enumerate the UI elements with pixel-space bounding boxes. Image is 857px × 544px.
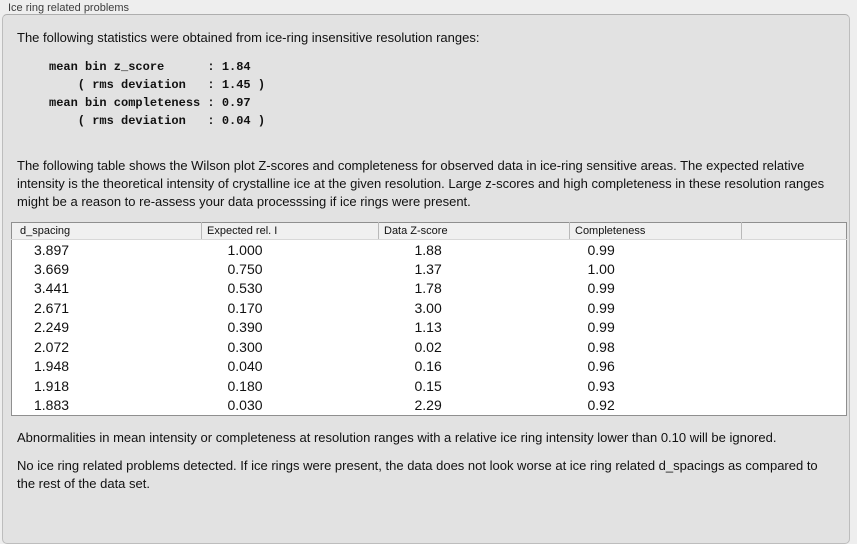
table-cell: 0.750 bbox=[227, 260, 263, 277]
table-cell: 0.530 bbox=[227, 280, 263, 297]
table-cell: 0.300 bbox=[227, 338, 263, 355]
table-cell: 0.99 bbox=[587, 319, 615, 336]
table-row: 1.948 0.040 0.16 0.96 bbox=[12, 357, 847, 377]
table-row: 3.441 0.530 1.78 0.99 bbox=[12, 279, 847, 299]
table-row: 3.897 1.000 1.88 0.99 bbox=[12, 240, 847, 260]
table-row: 2.249 0.390 1.13 0.99 bbox=[12, 318, 847, 338]
column-header-completeness[interactable]: Completeness bbox=[569, 222, 742, 240]
column-header-data-z-score[interactable]: Data Z-score bbox=[378, 222, 570, 240]
table-cell: 0.99 bbox=[587, 280, 615, 297]
table-row: 1.918 0.180 0.15 0.93 bbox=[12, 376, 847, 396]
table-cell: 0.15 bbox=[414, 377, 442, 394]
table-cell: 1.948 bbox=[34, 358, 70, 375]
table-cell: 0.93 bbox=[587, 377, 615, 394]
table-cell bbox=[742, 396, 847, 416]
table-cell: 0.02 bbox=[414, 338, 442, 355]
table-cell: 1.883 bbox=[34, 397, 70, 413]
table-description: The following table shows the Wilson plo… bbox=[17, 158, 825, 209]
ice-ring-table: d_spacing Expected rel. I Data Z-score Comp… bbox=[11, 222, 847, 416]
table-cell: 1.000 bbox=[227, 241, 263, 258]
table-cell: 0.040 bbox=[227, 358, 263, 375]
table-cell bbox=[742, 318, 847, 338]
table-row: 2.671 0.170 3.00 0.99 bbox=[12, 298, 847, 318]
ignore-note: Abnormalities in mean intensity or compl… bbox=[17, 429, 777, 445]
table-row: 1.883 0.030 2.29 0.92 bbox=[12, 396, 847, 416]
table-cell: 0.96 bbox=[587, 358, 615, 375]
table-cell: 0.170 bbox=[227, 299, 263, 316]
table-cell: 3.897 bbox=[34, 241, 70, 258]
table-cell: 2.249 bbox=[34, 319, 70, 336]
column-header-empty[interactable] bbox=[741, 222, 847, 240]
table-cell: 2.671 bbox=[34, 299, 70, 316]
table-cell: 3.00 bbox=[414, 299, 442, 316]
table-row: 3.669 0.750 1.37 1.00 bbox=[12, 259, 847, 279]
table-cell bbox=[742, 337, 847, 357]
ice-ring-panel: The following statistics were obtained f… bbox=[2, 14, 850, 544]
table-header-row: d_spacing Expected rel. I Data Z-score Comp… bbox=[11, 222, 847, 240]
table-cell: 1.00 bbox=[587, 260, 615, 277]
conclusion-text: No ice ring related problems detected. I… bbox=[17, 457, 818, 491]
table-cell: 1.88 bbox=[414, 241, 442, 258]
column-header-d-spacing[interactable]: d_spacing bbox=[11, 222, 202, 240]
table-cell: 1.78 bbox=[414, 280, 442, 297]
table-cell: 3.669 bbox=[34, 260, 70, 277]
table-cell bbox=[742, 259, 847, 279]
table-cell: 3.441 bbox=[34, 280, 70, 297]
table-cell: 0.99 bbox=[587, 299, 615, 316]
table-cell bbox=[742, 240, 847, 260]
table-cell: 0.98 bbox=[587, 338, 615, 355]
table-cell: 0.180 bbox=[227, 377, 263, 394]
table-cell: 0.030 bbox=[227, 397, 263, 413]
table-cell: 2.29 bbox=[414, 397, 442, 413]
table-cell: 1.13 bbox=[414, 319, 442, 336]
statistics-block: mean bin z_score : 1.84 ( rms deviation … bbox=[49, 60, 266, 128]
table-cell bbox=[742, 298, 847, 318]
table-cell: 2.072 bbox=[34, 338, 70, 355]
group-box-title: Ice ring related problems bbox=[8, 2, 130, 14]
table-row: 2.072 0.300 0.02 0.98 bbox=[12, 337, 847, 357]
table-cell bbox=[742, 376, 847, 396]
table-cell: 0.92 bbox=[587, 397, 615, 413]
table-cell: 1.918 bbox=[34, 377, 70, 394]
table-body: 3.897 1.000 1.88 0.99 3.669 0.750 1.37 1.00 3.44… bbox=[12, 240, 847, 416]
table-cell: 1.37 bbox=[414, 260, 442, 277]
table-cell: 0.16 bbox=[414, 358, 442, 375]
intro-text: The following statistics were obtained f… bbox=[17, 30, 480, 45]
column-header-expected-rel-i[interactable]: Expected rel. I bbox=[201, 222, 379, 240]
table-cell: 0.99 bbox=[587, 241, 615, 258]
table-cell: 0.390 bbox=[227, 319, 263, 336]
table-cell bbox=[742, 279, 847, 299]
table-cell bbox=[742, 357, 847, 377]
